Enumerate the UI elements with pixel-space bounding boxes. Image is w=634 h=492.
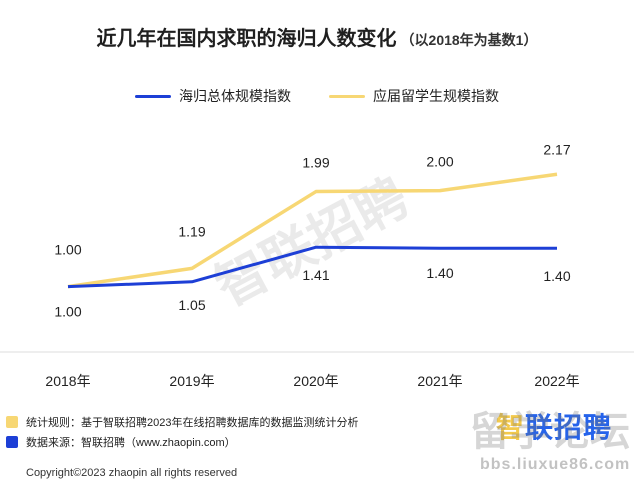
legend-label-overall: 海归总体规模指数: [179, 88, 291, 104]
chart-subtitle: （以2018年为基数1）: [400, 32, 538, 48]
data-label-graduates-0: 1.00: [54, 242, 81, 258]
chart-title-row: 近几年在国内求职的海归人数变化 （以2018年为基数1）: [0, 22, 634, 51]
note-text-rule: 统计规则：基于智联招聘2023年在线招聘数据库的数据监测统计分析: [26, 417, 359, 429]
x-tick-labels: 2018年 2019年 2020年 2021年 2022年: [45, 373, 579, 389]
logo-part-1: 智: [496, 412, 526, 443]
data-label-overall-2: 1.41: [302, 267, 329, 283]
series-line-overall: [67, 245, 557, 289]
note-row-source: 数据来源：智联招聘（www.zhaopin.com）: [6, 432, 358, 452]
data-label-overall-3: 1.40: [426, 265, 453, 281]
site-watermark-url: bbs.liuxue86.com: [480, 456, 631, 473]
x-tick-label-0: 2018年: [45, 373, 90, 389]
data-label-overall-0: 1.00: [54, 304, 81, 320]
logo-part-2: 联招聘: [525, 412, 613, 443]
note-swatch-source: [6, 436, 18, 448]
note-row-rule: 统计规则：基于智联招聘2023年在线招聘数据库的数据监测统计分析: [6, 412, 358, 432]
x-tick-label-2: 2020年: [293, 373, 338, 389]
series-layer: 1.00 1.19 1.99 2.00 2.17 1.00 1.05 1.41 1.40 1.40: [54, 141, 570, 319]
series-line-graduates: [67, 172, 558, 289]
data-label-overall-1: 1.05: [178, 297, 205, 313]
legend-item-graduates: 应届留学生规模指数: [329, 86, 499, 106]
data-label-graduates-2: 1.99: [302, 155, 329, 171]
data-label-graduates-3: 2.00: [426, 154, 453, 170]
x-tick-label-4: 2022年: [534, 373, 579, 389]
legend-swatch-graduates: [329, 94, 365, 98]
note-text-source: 数据来源：智联招聘（www.zhaopin.com）: [26, 437, 236, 449]
legend-swatch-overall: [135, 94, 171, 98]
legend-item-overall: 海归总体规模指数: [135, 86, 291, 106]
note-swatch-rule: [6, 416, 18, 428]
chart-title: 近几年在国内求职的海归人数变化: [96, 28, 397, 50]
chart-legend: 海归总体规模指数 应届留学生规模指数: [0, 86, 634, 106]
legend-label-graduates: 应届留学生规模指数: [373, 88, 499, 104]
copyright-text: Copyright©2023 zhaopin all rights reserv…: [26, 467, 238, 479]
data-label-graduates-4: 2.17: [543, 141, 570, 157]
zhaopin-logo: 智联招聘: [496, 406, 612, 446]
data-label-overall-4: 1.40: [543, 268, 570, 284]
line-chart: 智联招聘 1.001.191.99 2.002.171.00 1.051.41 1.4…: [0, 141, 634, 389]
site-watermark-name: 留学论坛: [470, 410, 630, 454]
x-tick-label-3: 2021年: [417, 373, 462, 389]
footer-notes: 统计规则：基于智联招聘2023年在线招聘数据库的数据监测统计分析 数据来源：智联…: [6, 412, 358, 452]
data-label-graduates-1: 1.19: [178, 223, 205, 239]
x-tick-label-1: 2019年: [169, 373, 214, 389]
